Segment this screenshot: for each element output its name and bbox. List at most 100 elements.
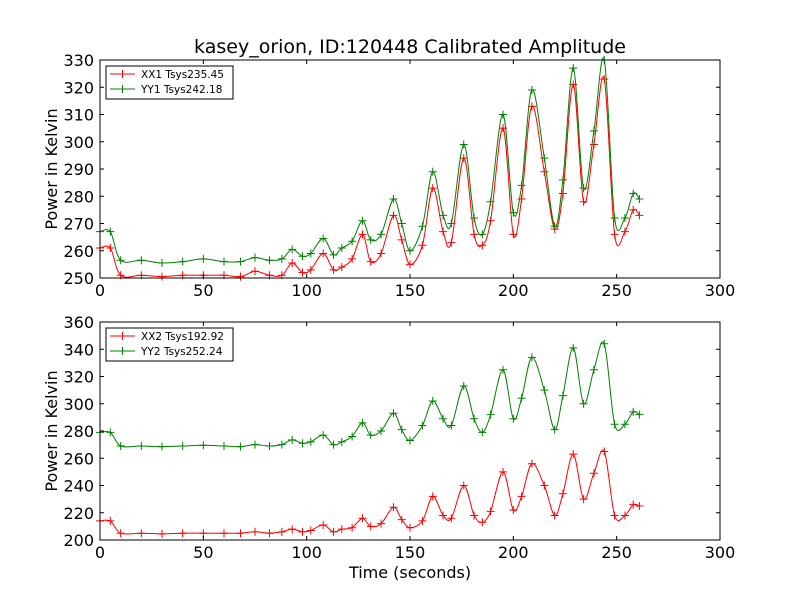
data-point xyxy=(620,511,629,520)
data-point xyxy=(358,230,367,239)
data-point xyxy=(298,252,307,261)
data-point xyxy=(265,529,274,538)
y-tick-label: 280 xyxy=(63,422,94,441)
top-chart-ylabel: Power in Kelvin xyxy=(42,108,61,229)
bottom-chart-ticks: 0 50 100 150 200 250 300 200 220 240 260 280 300 320 3… xyxy=(63,313,735,562)
data-point xyxy=(348,254,357,263)
data-point xyxy=(319,249,328,258)
y-tick-label: 320 xyxy=(63,78,94,97)
data-point xyxy=(106,516,115,525)
x-tick-label: 0 xyxy=(95,281,105,300)
data-point xyxy=(459,154,468,163)
data-point xyxy=(527,85,536,94)
data-point xyxy=(499,467,507,476)
data-point xyxy=(158,442,166,451)
data-point xyxy=(298,527,307,536)
data-point xyxy=(329,527,338,536)
data-point xyxy=(579,184,588,193)
data-point xyxy=(337,437,346,446)
data-point xyxy=(540,167,549,176)
data-point xyxy=(486,197,495,206)
data-point xyxy=(329,265,338,274)
data-point xyxy=(251,440,259,449)
data-point xyxy=(329,250,338,259)
data-point xyxy=(406,523,414,532)
data-point xyxy=(470,230,479,239)
x-tick-label: 300 xyxy=(705,543,736,562)
data-point xyxy=(540,386,549,395)
data-point xyxy=(377,230,386,239)
data-point xyxy=(319,234,328,243)
data-point xyxy=(288,435,297,444)
data-point xyxy=(569,450,578,459)
x-tick-label: 250 xyxy=(601,281,632,300)
data-point xyxy=(236,442,245,451)
data-point xyxy=(459,140,468,149)
data-point xyxy=(499,365,507,374)
bottom-legend-marker-yy2 xyxy=(118,347,127,355)
data-point xyxy=(220,257,228,266)
x-tick-label: 250 xyxy=(601,543,632,562)
y-tick-label: 360 xyxy=(63,313,94,332)
data-point xyxy=(635,194,644,203)
data-point xyxy=(337,525,346,534)
y-tick-label: 300 xyxy=(63,395,94,414)
data-point xyxy=(629,407,638,416)
data-point xyxy=(199,441,208,450)
data-point xyxy=(288,245,297,254)
data-point xyxy=(418,516,427,525)
data-point xyxy=(288,525,297,534)
data-point xyxy=(397,515,406,524)
y-tick-label: 200 xyxy=(63,531,94,550)
data-point xyxy=(470,414,479,423)
data-point xyxy=(389,194,398,203)
data-point xyxy=(137,441,146,450)
data-point xyxy=(306,437,315,446)
data-point xyxy=(459,481,468,490)
bottom-chart-frame xyxy=(99,321,721,541)
data-point xyxy=(447,514,456,523)
data-point xyxy=(348,432,357,441)
data-point xyxy=(509,230,518,239)
data-point xyxy=(527,459,536,468)
series-line-1 xyxy=(99,76,640,278)
top-legend-marker-xx1 xyxy=(118,70,127,78)
x-tick-label: 150 xyxy=(395,543,426,562)
bottom-legend-marker-xx2 xyxy=(118,332,127,340)
data-point xyxy=(600,447,609,456)
data-point xyxy=(366,431,375,440)
y-tick-label: 320 xyxy=(63,368,94,387)
data-point xyxy=(377,427,386,435)
data-point xyxy=(137,256,146,265)
top-chart: kasey_orion, ID:120448 Calibrated Amplit… xyxy=(42,36,735,300)
top-chart-frame xyxy=(99,59,721,279)
data-point xyxy=(439,211,448,220)
data-point xyxy=(366,257,375,266)
data-point xyxy=(298,268,307,277)
y-tick-label: 310 xyxy=(63,106,94,125)
y-tick-label: 330 xyxy=(63,51,94,70)
data-point xyxy=(509,208,518,217)
data-point xyxy=(517,181,526,190)
data-point xyxy=(610,511,619,520)
data-point xyxy=(236,272,245,281)
data-point xyxy=(589,140,598,149)
data-point xyxy=(540,481,549,490)
data-point xyxy=(418,421,427,430)
data-point xyxy=(509,506,518,515)
top-chart-plot xyxy=(96,56,644,281)
x-tick-label: 50 xyxy=(193,543,213,562)
data-point xyxy=(589,469,598,478)
data-point xyxy=(406,260,414,269)
data-point xyxy=(178,441,187,450)
data-point xyxy=(397,425,406,434)
data-point xyxy=(486,216,495,225)
data-point xyxy=(569,64,578,73)
data-point xyxy=(499,110,507,119)
x-tick-label: 200 xyxy=(498,543,529,562)
data-point xyxy=(509,414,518,423)
x-tick-label: 100 xyxy=(291,281,322,300)
data-point xyxy=(558,391,567,400)
y-tick-label: 220 xyxy=(63,504,94,523)
top-legend-label-xx1: XX1 Tsys235.45 xyxy=(141,69,224,81)
